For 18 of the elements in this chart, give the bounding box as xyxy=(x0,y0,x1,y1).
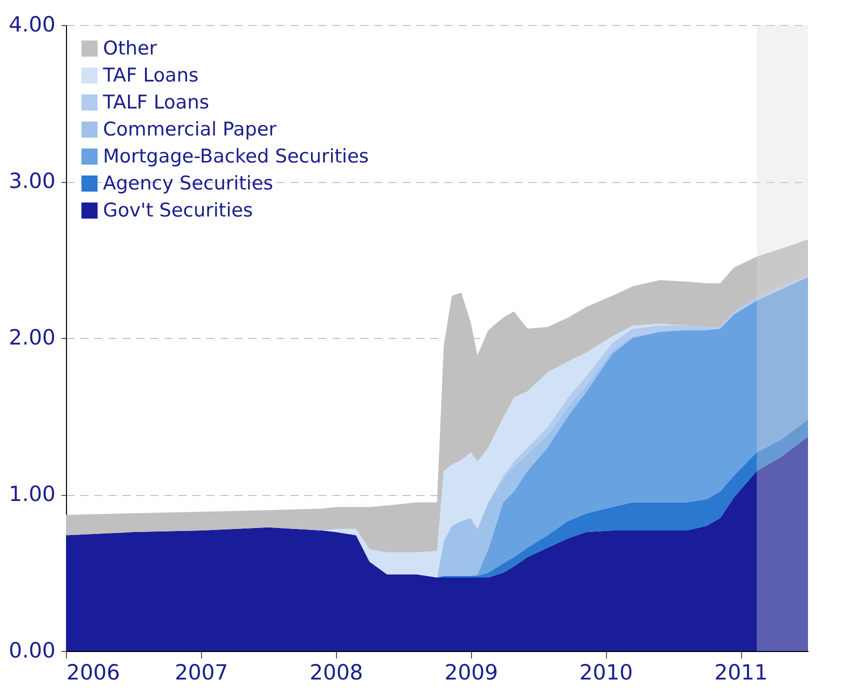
legend-label: TAF Loans xyxy=(102,64,199,86)
y-tick-label: 3.00 xyxy=(8,169,56,193)
y-tick-label: 0.00 xyxy=(8,638,56,662)
legend-label: Gov't Securities xyxy=(103,200,253,222)
legend-label: Other xyxy=(103,38,158,60)
y-tick-label: 1.00 xyxy=(8,482,56,506)
legend-label: TALF Loans xyxy=(102,92,210,114)
y-tick-label: 2.00 xyxy=(8,326,56,350)
legend-label: Agency Securities xyxy=(103,172,274,194)
x-tick-label: 2007 xyxy=(174,660,228,684)
x-tick-label: 2011 xyxy=(714,660,768,684)
x-tick-label: 2006 xyxy=(66,660,120,684)
x-tick-label: 2010 xyxy=(579,660,633,684)
legend-label: Mortgage-Backed Securities xyxy=(103,146,369,168)
x-tick-label: 2008 xyxy=(310,660,364,684)
legend-label: Commercial Paper xyxy=(103,118,277,140)
x-tick-label: 2009 xyxy=(444,660,498,684)
y-tick-label: 4.00 xyxy=(8,12,56,36)
